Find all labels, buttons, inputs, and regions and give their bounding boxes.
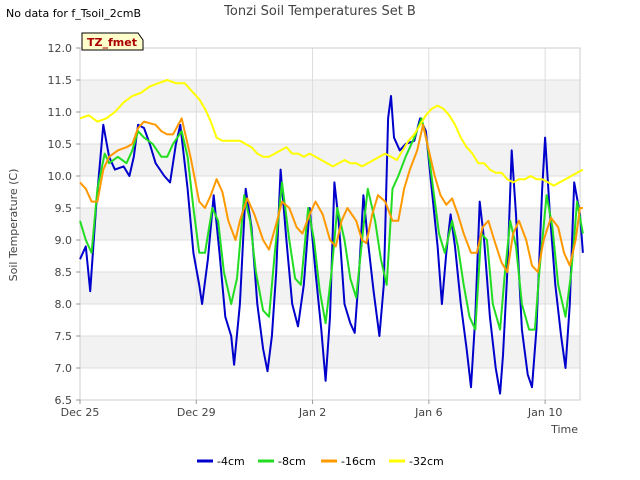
chart-title: Tonzi Soil Temperatures Set B — [223, 4, 416, 19]
no-data-note: No data for f_Tsoil_2cmB — [6, 7, 141, 20]
y-axis: 6.5 7.0 7.5 8.0 8.5 9.0 9.5 10.0 10.5 11.0 11.5 12.… — [48, 42, 80, 407]
badge: TZ_fmet — [81, 32, 144, 51]
x-tick-label: Dec 29 — [177, 406, 216, 419]
background-band — [80, 144, 580, 176]
series-line-4cm — [79, 95, 584, 395]
background-band — [80, 336, 580, 368]
y-tick-label: 7.5 — [55, 330, 73, 343]
legend-label: -16cm — [341, 455, 376, 468]
badge-shape — [81, 32, 144, 51]
background-band — [80, 208, 580, 240]
x-axis: Dec 25 Dec 29 Jan 2 Jan 6 Jan 10 — [61, 400, 562, 419]
x-tick-label: Jan 2 — [298, 406, 326, 419]
y-tick-label: 10.0 — [48, 170, 73, 183]
y-tick-label: 6.5 — [55, 394, 73, 407]
background-band — [80, 80, 580, 112]
y-tick-label: 9.0 — [55, 234, 73, 247]
series-line-16cm — [79, 117, 583, 273]
y-tick-label: 11.5 — [48, 74, 73, 87]
legend: -4cm -8cm -16cm -32cm — [197, 455, 444, 468]
y-tick-label: 9.5 — [55, 202, 73, 215]
x-tick-label: Dec 25 — [61, 406, 100, 419]
series-layer — [79, 79, 584, 395]
x-tick-label: Jan 10 — [527, 406, 562, 419]
y-tick-label: 7.0 — [55, 362, 73, 375]
y-axis-label: Soil Temperature (C) — [7, 169, 20, 282]
y-tick-label: 11.0 — [48, 106, 73, 119]
y-tick-label: 12.0 — [48, 42, 73, 55]
x-tick-label: Jan 6 — [414, 406, 442, 419]
y-tick-label: 8.0 — [55, 298, 73, 311]
legend-label: -8cm — [278, 455, 306, 468]
series-line-32cm — [79, 79, 584, 187]
legend-label: -4cm — [217, 455, 245, 468]
badge-label: TZ_fmet — [87, 36, 137, 49]
x-axis-label: Time — [550, 423, 578, 436]
y-tick-label: 8.5 — [55, 266, 73, 279]
y-tick-label: 10.5 — [48, 138, 73, 151]
legend-label: -32cm — [409, 455, 444, 468]
series-line-8cm — [79, 117, 584, 331]
